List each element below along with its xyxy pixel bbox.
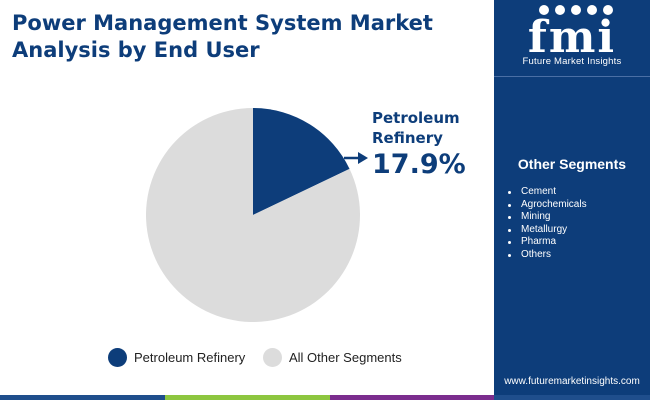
segment-item: Metallurgy — [508, 224, 587, 237]
logo-mark: fmi — [528, 5, 616, 63]
divider — [494, 76, 650, 77]
callout-label-word-1: Petroleum — [372, 109, 460, 127]
callout-label-word-2: Refinery — [372, 129, 443, 147]
legend-swatch — [108, 347, 127, 367]
legend-label: All Other Segments — [289, 349, 402, 365]
svg-text:fmi: fmi — [528, 12, 616, 58]
fmi-logo: fmi Future Market Insights — [494, 0, 650, 74]
legend-label: Petroleum Refinery — [134, 349, 246, 365]
other-segments-list: Cement Agrochemicals Mining Metallurgy Pharm… — [508, 186, 587, 262]
callout-label: Petroleum Refinery — [372, 108, 460, 148]
bar-segment — [0, 395, 165, 400]
segment-item: Pharma — [508, 236, 587, 249]
segment-item: Mining — [508, 211, 587, 224]
website-url: www.futuremarketinsights.com — [504, 376, 640, 387]
callout-arrow — [344, 152, 368, 164]
chart-title: Power Management System Market Analysis … — [12, 11, 433, 62]
pie-slice-all-other-segments — [146, 108, 361, 322]
bottom-color-bar — [0, 395, 650, 400]
callout-value: 17.9% — [372, 149, 466, 180]
pie-slice-petroleum-refinery — [253, 108, 350, 215]
logo-caption: Future Market Insights — [522, 56, 622, 67]
pie-chart — [146, 108, 368, 322]
bar-segment — [330, 395, 494, 400]
sidebar: fmi Future Market Insights Other Segment… — [494, 0, 650, 400]
bar-segment — [165, 395, 330, 400]
segment-item: Cement — [508, 186, 587, 199]
other-segments-title: Other Segments — [517, 156, 627, 172]
segment-item: Others — [508, 249, 587, 262]
bar-segment — [494, 395, 650, 400]
legend-item-all-other-segments: All Other Segments — [263, 346, 402, 368]
legend-swatch — [263, 347, 282, 367]
segment-item: Agrochemicals — [508, 199, 587, 212]
legend-item-petroleum-refinery: Petroleum Refinery — [108, 346, 245, 368]
pie-slices — [146, 108, 361, 322]
